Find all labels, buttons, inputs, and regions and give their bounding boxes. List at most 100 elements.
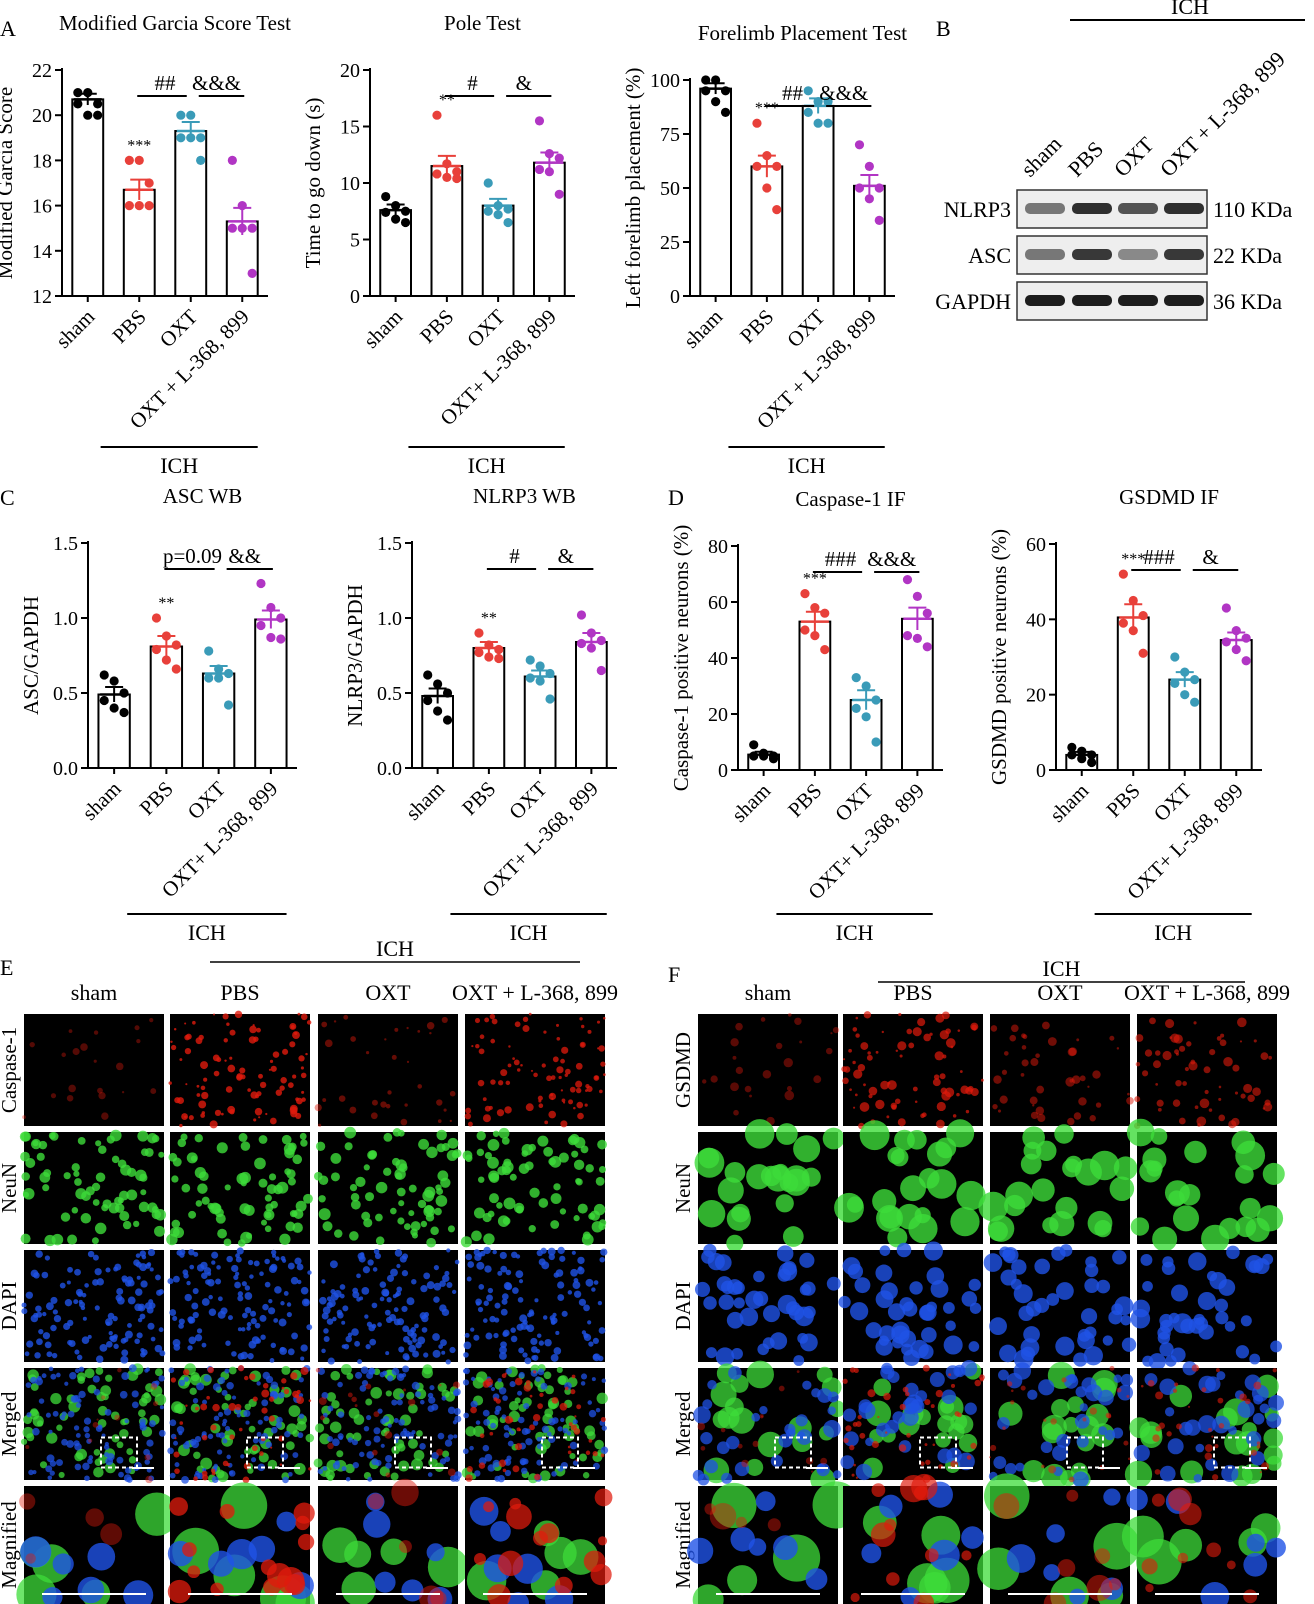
stain-cell [1263, 1428, 1284, 1449]
stain-cell [517, 1390, 523, 1396]
stain-cell [82, 1316, 87, 1321]
stain-cell [1247, 1094, 1255, 1102]
data-point [493, 201, 503, 211]
stain-cell [787, 1012, 792, 1017]
stain-cell [253, 1260, 260, 1267]
data-point [902, 631, 913, 641]
stain-cell [340, 1363, 352, 1375]
stain-cell [441, 1350, 446, 1355]
stain-cell [1102, 1335, 1113, 1346]
stain-cell [464, 1332, 470, 1338]
stain-cell [507, 1063, 512, 1068]
stain-cell [305, 1052, 308, 1056]
stain-cell [968, 1278, 981, 1291]
stain-cell [475, 1043, 480, 1049]
data-point [762, 151, 772, 161]
stain-cell [50, 1324, 57, 1332]
micrograph-tile [167, 1247, 313, 1363]
stain-cell [498, 1387, 507, 1395]
stain-cell [265, 1441, 273, 1448]
stain-cell [1041, 1414, 1067, 1440]
stain-cell [1073, 1352, 1088, 1367]
stain-cell [327, 1405, 334, 1412]
stain-cell [34, 1352, 41, 1359]
stain-cell [922, 1364, 930, 1372]
ich-group-label: ICH [188, 920, 226, 945]
data-point [525, 673, 535, 683]
stain-cell [42, 1332, 51, 1340]
stain-cell [1052, 1444, 1069, 1461]
stain-cell [303, 1193, 313, 1204]
stain-cell [131, 1401, 139, 1409]
stain-cell [537, 1368, 545, 1376]
stain-cell [285, 1441, 295, 1451]
stain-cell [936, 1119, 945, 1129]
stain-cell [419, 1312, 427, 1320]
stain-cell [406, 1391, 415, 1400]
stain-cell [727, 1565, 758, 1596]
stain-cell [979, 1377, 984, 1382]
stain-cell [751, 1412, 761, 1422]
stain-cell [445, 1359, 451, 1365]
stain-cell [551, 1097, 554, 1100]
stain-cell [48, 1366, 54, 1372]
data-point [452, 173, 462, 184]
stain-cell [463, 1341, 472, 1350]
stain-cell [1011, 1389, 1014, 1393]
micro-row-label: Merged [0, 1391, 21, 1456]
stain-cell [156, 1289, 163, 1296]
stain-cell [436, 1448, 444, 1456]
stain-cell [855, 1033, 860, 1038]
stain-cell [284, 1430, 291, 1438]
stain-cell [452, 1149, 462, 1158]
stain-cell [564, 1386, 569, 1391]
data-point [1118, 569, 1128, 579]
stain-cell [694, 1147, 725, 1178]
stain-cell [795, 1414, 808, 1427]
stain-cell [513, 1202, 525, 1214]
stain-cell [506, 1455, 512, 1461]
stain-cell [441, 1308, 450, 1317]
stain-cell [1057, 1559, 1076, 1577]
stain-cell [1075, 1386, 1087, 1398]
stain-cell [1004, 1462, 1017, 1475]
stain-cell [813, 1075, 822, 1084]
stain-cell [196, 1382, 205, 1391]
data-point [772, 161, 782, 171]
stain-cell [980, 1078, 984, 1082]
stain-cell [939, 1030, 950, 1040]
micrograph-tile [21, 1248, 166, 1364]
stain-cell [331, 1400, 340, 1409]
stain-cell [341, 1466, 347, 1472]
stain-cell [794, 1017, 802, 1025]
stain-cell [496, 1109, 505, 1117]
chart-title: ASC WB [163, 484, 243, 508]
stain-cell [521, 1143, 533, 1156]
stain-cell [466, 1276, 472, 1282]
stain-cell [602, 1016, 606, 1020]
stain-cell [997, 1417, 1010, 1430]
stain-cell [842, 1077, 849, 1085]
stain-cell [483, 1233, 495, 1245]
stain-cell [447, 1225, 455, 1233]
stain-cell [877, 1415, 880, 1419]
stain-cell [1112, 1427, 1124, 1439]
stain-cell [288, 1405, 301, 1417]
stain-cell [211, 1260, 216, 1265]
stain-cell [224, 1059, 227, 1062]
stain-cell [507, 1440, 514, 1447]
bar [853, 184, 886, 297]
stain-cell [1145, 1583, 1154, 1593]
stain-cell [430, 1226, 439, 1236]
stain-cell [453, 1388, 461, 1396]
stain-cell [411, 1381, 420, 1390]
data-point [1138, 610, 1148, 621]
stain-cell [172, 1226, 185, 1239]
stain-cell [354, 1340, 361, 1347]
stain-cell [1239, 1393, 1247, 1402]
stain-cell [575, 1087, 582, 1094]
micrograph-tile [318, 1248, 460, 1365]
data-point [433, 679, 443, 689]
stain-cell [393, 1418, 399, 1423]
